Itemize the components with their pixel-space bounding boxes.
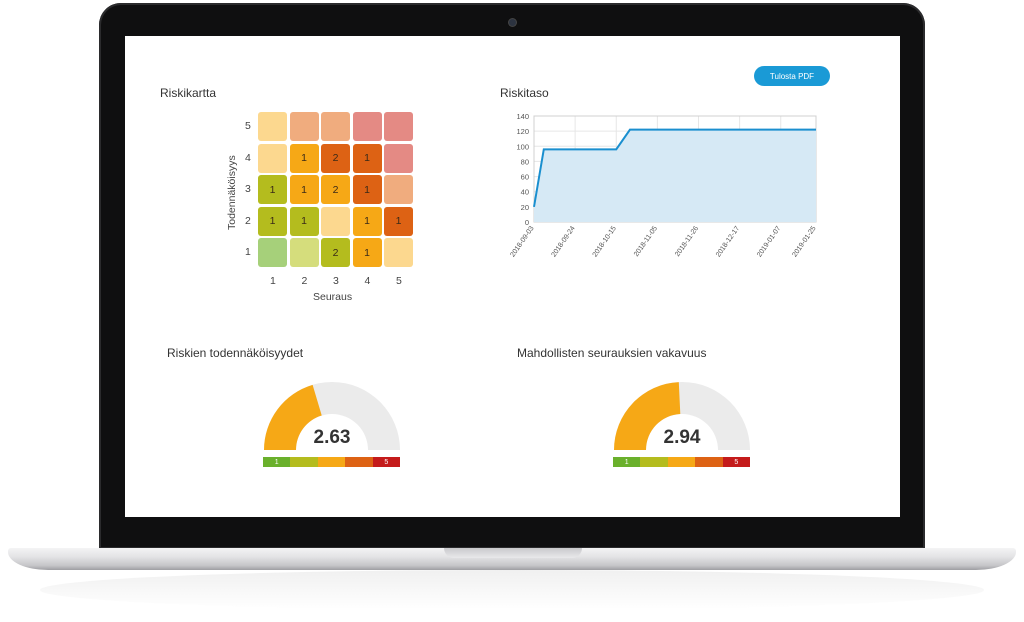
risk-cell[interactable] — [384, 143, 413, 173]
area-fill — [534, 129, 816, 222]
risk-map-y-tick: 4 — [245, 151, 251, 164]
risk-cell[interactable] — [289, 112, 319, 141]
scale-segment: 5 — [372, 457, 401, 467]
x-tick-label: 2018-12-17 — [715, 225, 741, 258]
y-tick-label: 120 — [516, 127, 529, 136]
risk-level-title: Riskitaso — [500, 86, 549, 100]
risk-map-x-tick: 2 — [301, 275, 308, 287]
risk-cell[interactable]: 1 — [289, 206, 319, 236]
print-pdf-button[interactable]: Tulosta PDF — [754, 66, 830, 86]
risk-cell[interactable] — [289, 238, 319, 267]
y-tick-label: 100 — [516, 142, 529, 151]
risk-cell[interactable] — [258, 238, 287, 267]
gauge-fill — [264, 384, 322, 450]
camera-icon — [509, 19, 516, 26]
x-tick-label: 2018-11-05 — [633, 225, 659, 258]
scale-segment — [667, 457, 696, 467]
risk-map-x-axis-title: Seuraus — [313, 291, 353, 303]
risk-map-x-tick: 5 — [396, 275, 402, 287]
risk-cell[interactable]: 1 — [352, 175, 382, 204]
severity-gauge-value: 2.94 — [663, 427, 701, 448]
risk-cell[interactable] — [384, 112, 413, 141]
scale-segment — [345, 457, 373, 467]
x-tick-label: 2018-09-24 — [550, 225, 576, 258]
x-tick-label: 2018-10-15 — [592, 225, 618, 258]
y-tick-label: 40 — [521, 188, 529, 197]
scale-segment — [290, 457, 318, 467]
risk-cell[interactable] — [352, 112, 382, 141]
risk-map-x-tick: 1 — [270, 275, 276, 287]
gauge-fill — [614, 382, 681, 450]
risk-cell[interactable]: 1 — [258, 206, 287, 236]
risk-cell[interactable] — [321, 112, 350, 141]
scale-segment — [317, 457, 346, 467]
risk-map-y-tick: 3 — [245, 183, 251, 195]
scale-segment: 5 — [722, 457, 751, 467]
y-tick-label: 20 — [521, 203, 529, 212]
laptop-shadow — [40, 570, 984, 610]
x-tick-label: 2018-11-26 — [674, 225, 700, 258]
y-tick-label: 80 — [521, 157, 529, 166]
risk-cell[interactable]: 1 — [289, 175, 319, 204]
x-tick-label: 2018-09-03 — [509, 225, 535, 258]
risk-map-y-tick: 5 — [245, 120, 251, 132]
risk-cell[interactable]: 2 — [321, 143, 350, 173]
y-tick-label: 60 — [521, 173, 529, 182]
risk-map-y-tick: 2 — [245, 214, 251, 227]
risk-cell[interactable]: 1 — [258, 175, 287, 204]
gauge-1-title: Riskien todennäköisyydet — [167, 346, 304, 360]
gauge-2-title: Mahdollisten seurauksien vakavuus — [517, 346, 707, 360]
risk-level-chart: 0 20 40 60 80 100 120 140 2018-09-03 2018-09-24 20… — [509, 112, 817, 258]
probability-gauge — [264, 382, 400, 450]
risk-cell[interactable]: 1 — [384, 206, 413, 236]
risk-map-y-axis-title: Todennäköisyys — [226, 155, 238, 230]
risk-cell[interactable] — [384, 175, 413, 204]
risk-cell[interactable] — [258, 143, 287, 173]
laptop-base — [8, 548, 1016, 570]
risk-cell[interactable]: 2 — [321, 175, 350, 204]
risk-map-x-tick: 3 — [333, 275, 339, 287]
scale-segment: 1 — [613, 457, 641, 467]
laptop-notch — [444, 548, 582, 558]
series-line — [533, 128, 816, 208]
risk-map-title: Riskikartta — [160, 86, 217, 100]
risk-cell[interactable]: 1 — [289, 143, 319, 173]
risk-map-y-tick: 1 — [245, 246, 251, 258]
risk-cell[interactable] — [321, 206, 350, 236]
x-tick-label: 2019-01-25 — [791, 225, 817, 258]
scale-segment — [695, 457, 723, 467]
risk-cell[interactable]: 1 — [352, 238, 382, 267]
x-tick-label: 2019-01-07 — [756, 225, 782, 258]
y-tick-label: 140 — [516, 112, 529, 121]
screen: Tulosta PDF Riskikartta Todennäköisyys 5… — [125, 36, 900, 517]
y-tick-label: 0 — [525, 218, 529, 227]
scale-segment: 1 — [263, 457, 291, 467]
risk-map-x-tick: 4 — [364, 275, 371, 287]
risk-cell[interactable] — [258, 112, 287, 141]
risk-cell[interactable]: 2 — [321, 238, 350, 267]
risk-cell[interactable] — [384, 238, 413, 267]
risk-cell[interactable]: 1 — [352, 206, 382, 236]
severity-gauge — [614, 382, 750, 450]
probability-gauge-value: 2.63 — [313, 427, 351, 448]
scale-segment — [640, 457, 668, 467]
risk-cell[interactable]: 1 — [352, 143, 382, 173]
